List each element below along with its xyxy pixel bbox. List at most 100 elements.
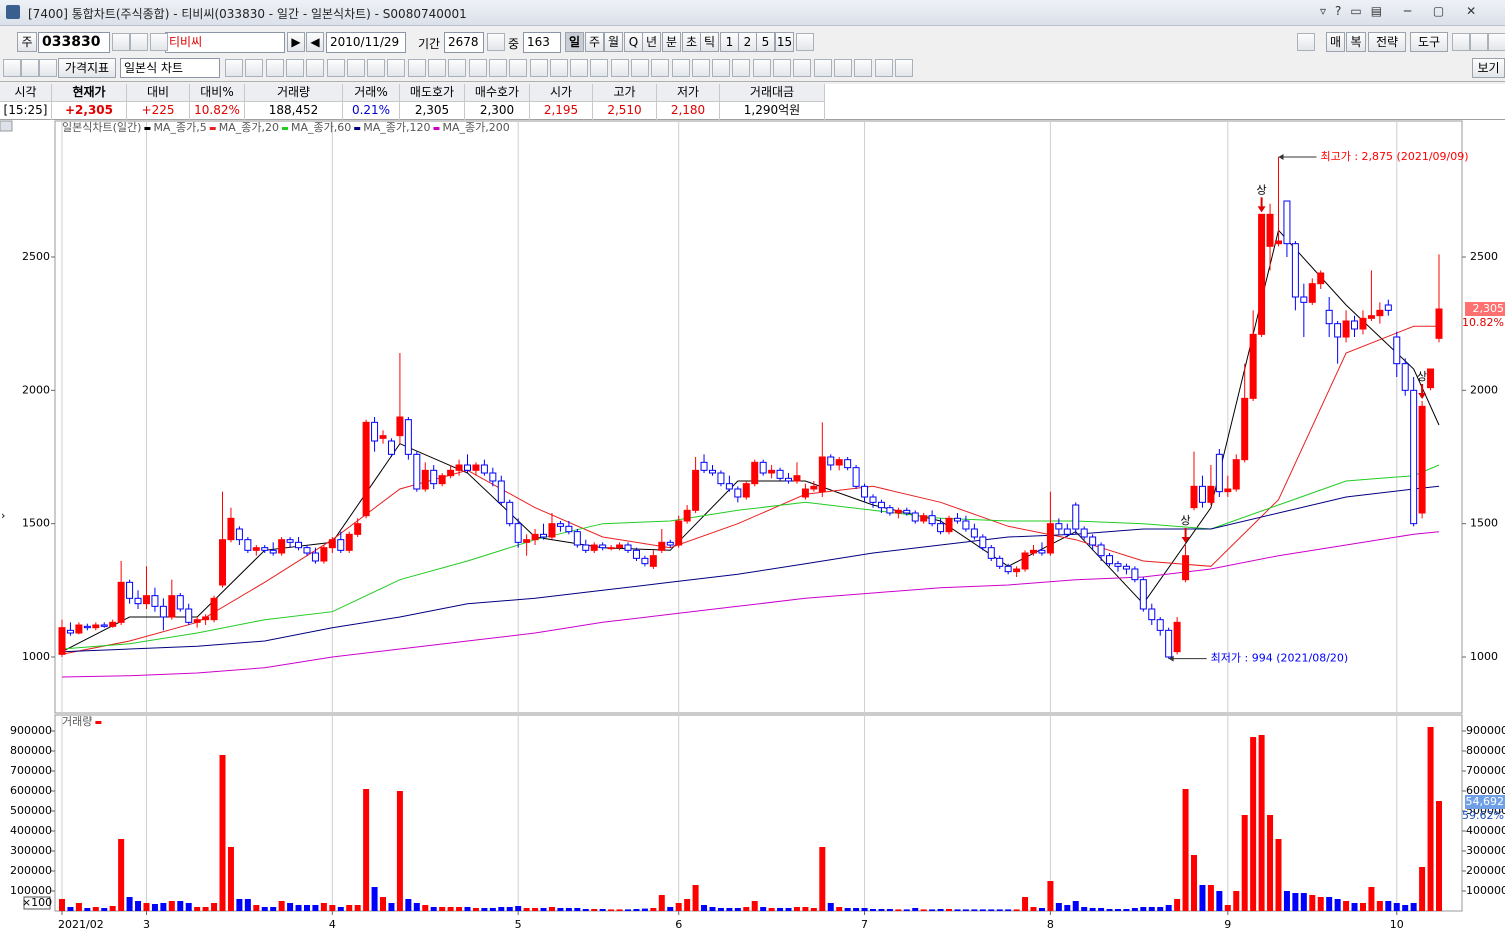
toolbar-icon[interactable]	[3, 59, 21, 77]
drawing-tool[interactable]	[469, 59, 487, 77]
candle-body	[1283, 200, 1291, 245]
count-input[interactable]: 163	[523, 32, 561, 53]
splitter: ›	[1, 509, 5, 522]
toolbar-drawing: 가격지표 일본식 차트 보기	[0, 56, 1505, 82]
toolbar-icon[interactable]	[1488, 33, 1505, 51]
window-controls[interactable]: ▿?▭▤ ─ ▢ ✕	[1320, 4, 1486, 18]
drawing-tool[interactable]	[712, 59, 730, 77]
candle-body	[953, 517, 961, 522]
candle-body	[354, 523, 362, 535]
drawing-tool[interactable]	[245, 59, 263, 77]
interval-button[interactable]: 1	[720, 32, 739, 52]
right-button[interactable]: 전략	[1368, 32, 1406, 52]
toolbar-icon[interactable]	[112, 33, 130, 51]
drawing-tool[interactable]	[895, 59, 913, 77]
next-button[interactable]: ▶	[287, 32, 305, 52]
drawing-tool[interactable]	[347, 59, 365, 77]
volume-bar	[650, 908, 657, 911]
candle-body	[1427, 368, 1435, 389]
quote-value: 2,305	[400, 102, 465, 120]
code-input[interactable]: 033830	[38, 32, 110, 53]
toolbar-icon[interactable]	[21, 59, 39, 77]
volume-bar	[1089, 908, 1096, 911]
drawing-tool[interactable]	[509, 59, 527, 77]
drawing-tool[interactable]	[266, 59, 284, 77]
price-pane	[54, 120, 1463, 714]
toolbar-icon[interactable]	[1470, 33, 1488, 51]
drawing-tool[interactable]	[631, 59, 649, 77]
drawing-tool[interactable]	[814, 59, 832, 77]
current-volume-change: 59.62%	[1462, 809, 1504, 822]
drawing-tool[interactable]	[550, 59, 568, 77]
volume-bar	[954, 909, 961, 911]
name-input[interactable]: 티비씨	[165, 32, 285, 53]
drawing-tool[interactable]	[753, 59, 771, 77]
interval-button[interactable]: 주	[585, 32, 604, 52]
indicator-button[interactable]: 가격지표	[58, 58, 116, 78]
drawing-tool[interactable]	[834, 59, 852, 77]
prev-button[interactable]: ◀	[306, 32, 324, 52]
interval-button[interactable]: 월	[604, 32, 623, 52]
drawing-tool[interactable]	[773, 59, 791, 77]
interval-button[interactable]: 일	[565, 32, 584, 52]
chart-style-select[interactable]: 일본식 차트	[120, 58, 220, 78]
drawing-tool[interactable]	[570, 59, 588, 77]
candle-body	[83, 625, 91, 629]
toolbar-icon[interactable]	[130, 33, 148, 51]
toolbar-icon[interactable]	[487, 33, 505, 51]
drawing-tool[interactable]	[854, 59, 872, 77]
drawing-tool[interactable]	[611, 59, 629, 77]
drawing-tool[interactable]	[225, 59, 243, 77]
interval-button[interactable]: 틱	[700, 32, 719, 52]
right-button[interactable]: 매	[1326, 32, 1345, 52]
drawing-tool[interactable]	[306, 59, 324, 77]
toolbar-icon[interactable]	[796, 33, 814, 51]
candle-body	[320, 547, 328, 562]
interval-button[interactable]: Q	[624, 32, 643, 52]
candle-body	[100, 624, 108, 627]
annotation: 최저가 : 994 (2021/08/20)	[1211, 652, 1349, 665]
drawing-tool[interactable]	[692, 59, 710, 77]
drawing-tool[interactable]	[732, 59, 750, 77]
toolbar-icon[interactable]	[1297, 33, 1315, 51]
candle-body	[1122, 565, 1130, 570]
drawing-tool[interactable]	[367, 59, 385, 77]
drawing-tool[interactable]	[327, 59, 345, 77]
count-label: 중	[508, 37, 520, 51]
right-button[interactable]: 도구	[1410, 32, 1448, 52]
drawing-tool[interactable]	[428, 59, 446, 77]
drawing-tool[interactable]	[672, 59, 690, 77]
y-tick-label: 800000	[10, 744, 52, 757]
market-select[interactable]: 주	[17, 32, 37, 52]
toolbar-icon[interactable]	[1452, 33, 1470, 51]
candle-body	[556, 523, 564, 527]
drawing-tool[interactable]	[530, 59, 548, 77]
drawing-tool[interactable]	[651, 59, 669, 77]
drawing-tool[interactable]	[875, 59, 893, 77]
interval-button[interactable]: 초	[682, 32, 701, 52]
right-button[interactable]: 복	[1346, 32, 1366, 52]
drawing-tool[interactable]	[286, 59, 304, 77]
drawing-tool[interactable]	[793, 59, 811, 77]
volume-bar	[84, 908, 91, 911]
interval-button[interactable]: 년	[642, 32, 661, 52]
interval-button[interactable]: 2	[738, 32, 757, 52]
toolbar-icon[interactable]	[150, 33, 168, 51]
toolbar-icon[interactable]	[39, 59, 57, 77]
interval-button[interactable]: 분	[662, 32, 681, 52]
view-button[interactable]: 보기	[1472, 58, 1505, 78]
drawing-tool[interactable]	[489, 59, 507, 77]
volume-bar	[540, 908, 547, 911]
drawing-tool[interactable]	[387, 59, 405, 77]
volume-bar	[396, 791, 403, 911]
drawing-tool[interactable]	[590, 59, 608, 77]
interval-button[interactable]: 15	[775, 32, 794, 52]
date-input[interactable]: 2010/11/29	[326, 32, 406, 53]
candle-body	[328, 539, 336, 549]
y-tick-label: 400000	[1466, 824, 1505, 837]
interval-button[interactable]: 5	[756, 32, 775, 52]
period-input[interactable]: 2678	[444, 32, 484, 53]
drawing-tool[interactable]	[408, 59, 426, 77]
drawing-tool[interactable]	[448, 59, 466, 77]
candle-body	[1097, 544, 1105, 557]
